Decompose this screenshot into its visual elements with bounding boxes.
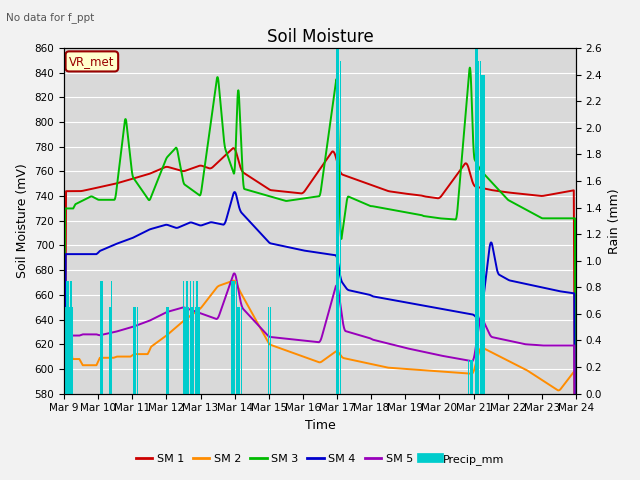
Bar [109, 307, 111, 394]
Bar [196, 281, 198, 394]
Bar [476, 48, 477, 394]
Bar [483, 74, 484, 394]
Bar [236, 281, 237, 394]
Bar [68, 307, 70, 394]
Bar [470, 360, 471, 394]
Bar [137, 307, 138, 394]
Bar [468, 360, 469, 394]
Bar [193, 281, 195, 394]
Title: Soil Moisture: Soil Moisture [267, 28, 373, 47]
Bar [188, 307, 189, 394]
Text: No data for f_ppt: No data for f_ppt [6, 12, 95, 23]
X-axis label: Time: Time [305, 419, 335, 432]
Bar [481, 74, 483, 394]
Bar [475, 48, 476, 394]
Legend: SM 1, SM 2, SM 3, SM 4, SM 5, Precip_mm: SM 1, SM 2, SM 3, SM 4, SM 5, Precip_mm [131, 450, 509, 469]
Bar [268, 307, 269, 394]
Bar [340, 61, 341, 394]
Bar [184, 307, 186, 394]
Bar [111, 281, 113, 394]
Bar [66, 281, 67, 394]
Y-axis label: Soil Moisture (mV): Soil Moisture (mV) [16, 163, 29, 278]
Bar [239, 307, 241, 394]
Bar [64, 281, 65, 394]
Bar [166, 307, 167, 394]
Bar [195, 307, 196, 394]
Bar [270, 307, 271, 394]
Bar [189, 281, 191, 394]
Bar [102, 281, 103, 394]
Bar [338, 48, 339, 394]
Bar [100, 281, 102, 394]
Text: VR_met: VR_met [69, 55, 115, 68]
Y-axis label: Rain (mm): Rain (mm) [608, 188, 621, 253]
Bar [65, 307, 67, 394]
Bar [72, 307, 73, 394]
Bar [478, 61, 479, 394]
Bar [133, 307, 134, 394]
Bar [480, 61, 481, 394]
Bar [67, 281, 68, 394]
Bar [191, 307, 193, 394]
Bar [135, 307, 136, 394]
Bar [230, 281, 232, 394]
Bar [237, 307, 239, 394]
Bar [234, 281, 236, 394]
Bar [198, 307, 200, 394]
Bar [168, 307, 169, 394]
Bar [241, 307, 242, 394]
Bar [337, 48, 338, 394]
Bar [186, 281, 188, 394]
Bar [471, 360, 472, 394]
Bar [70, 281, 72, 394]
Bar [183, 281, 184, 394]
Bar [232, 281, 234, 394]
